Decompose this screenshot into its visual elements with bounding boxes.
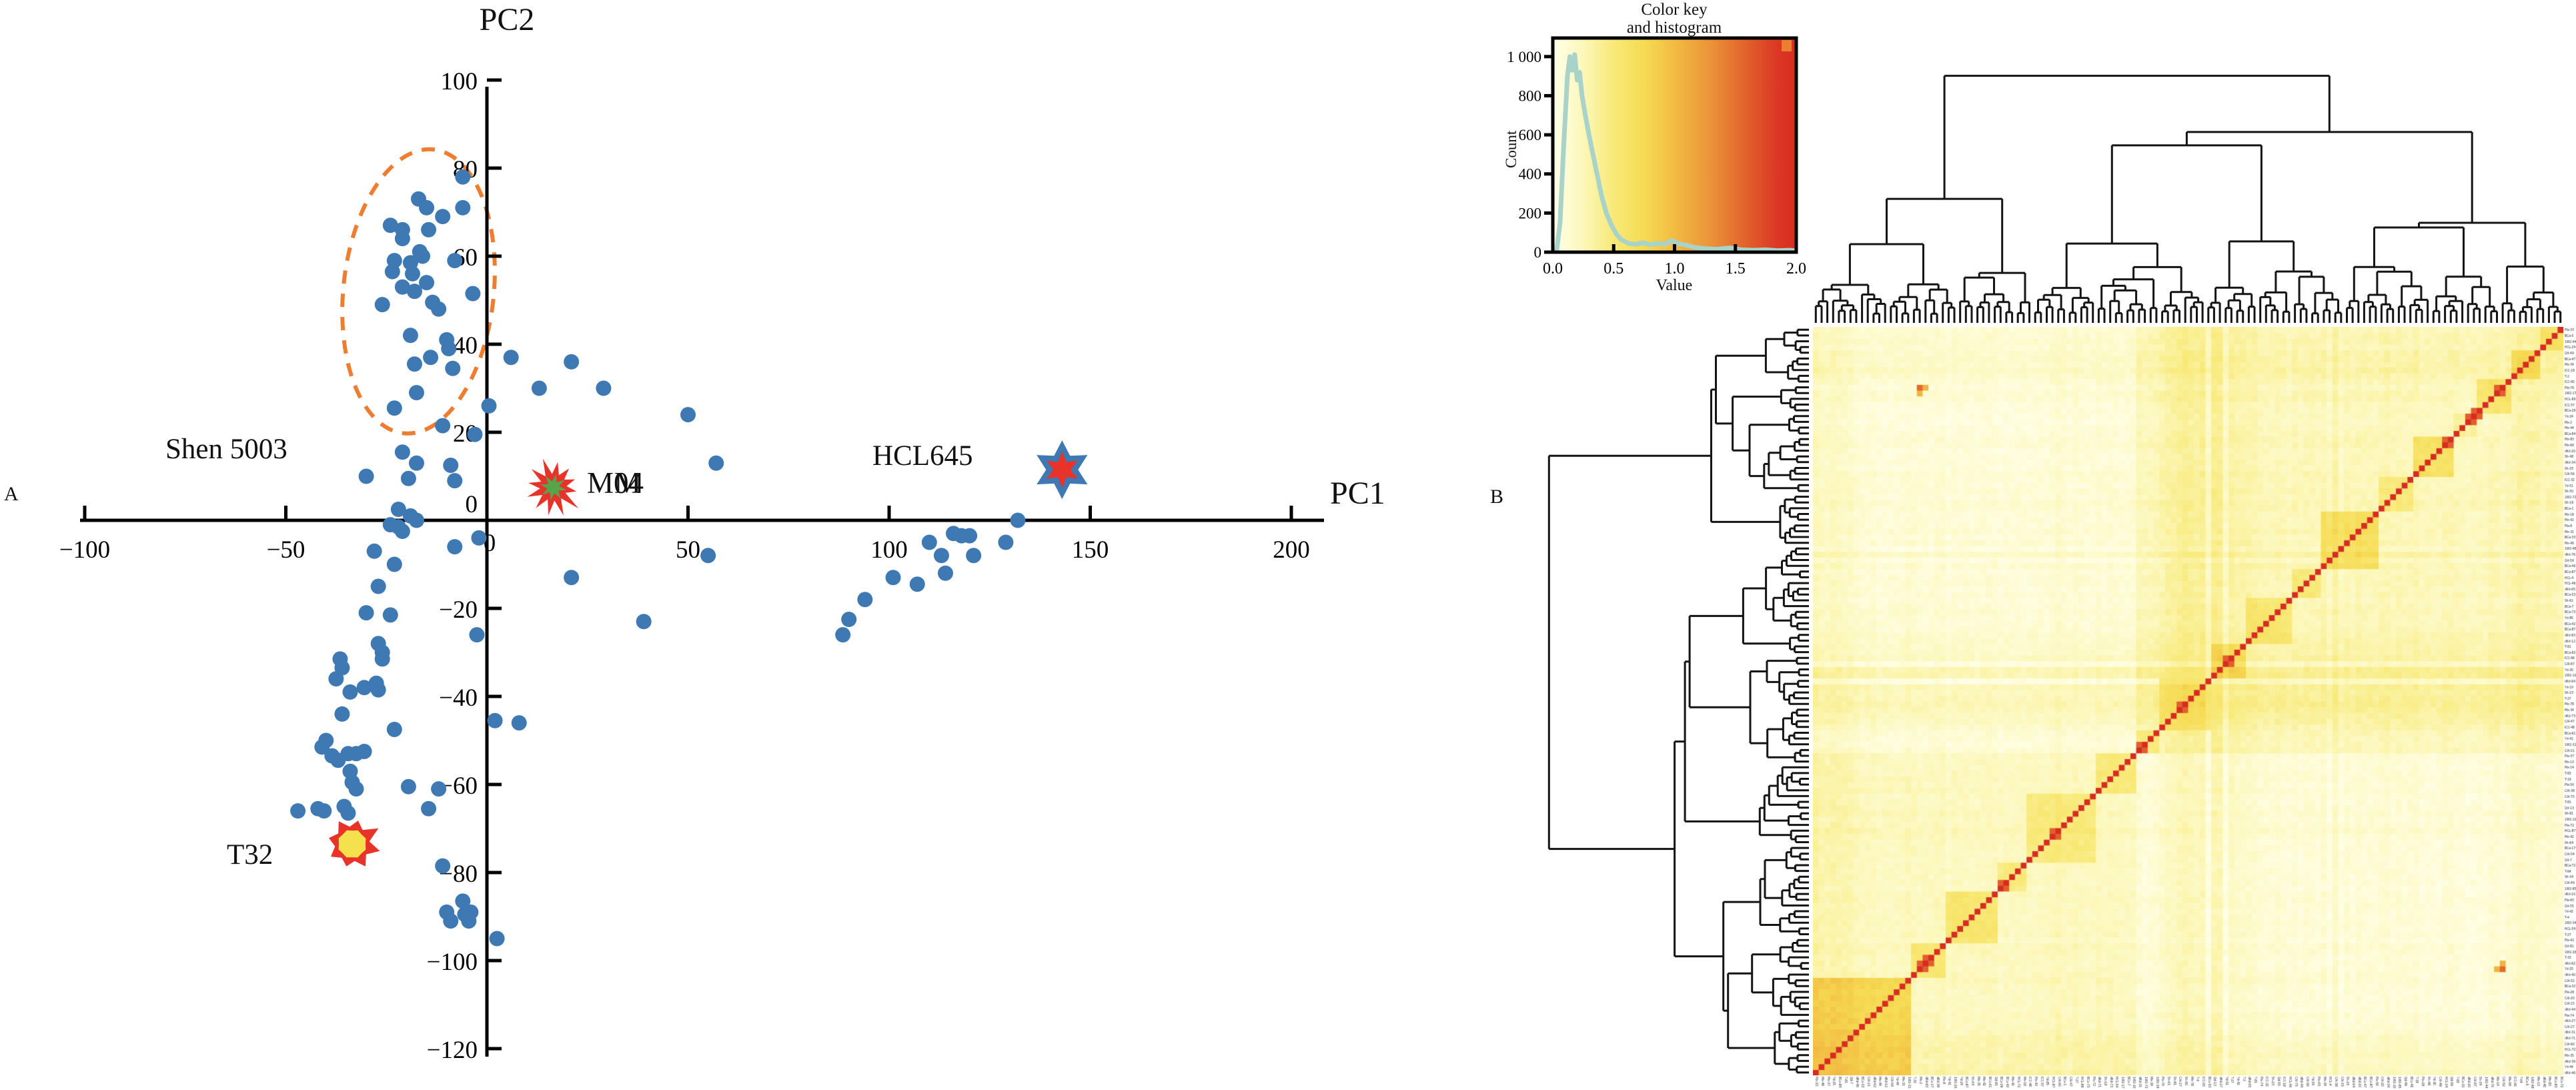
- heatmap-column-labels: [1812, 1075, 2565, 1090]
- pca-axes: −100−50050100150200100806040200−20−40−60…: [59, 68, 1324, 1064]
- svg-text:1.0: 1.0: [1665, 260, 1685, 278]
- marker-label-hcl645: HCL645: [872, 440, 973, 472]
- svg-text:100: 100: [441, 68, 478, 95]
- svg-text:0: 0: [484, 530, 496, 557]
- svg-text:−50: −50: [267, 536, 305, 564]
- left-dendrogram: [1547, 328, 1809, 1074]
- panel-b-letter: B: [1490, 486, 1504, 508]
- color-key-count-axis-title: Count: [1503, 130, 1519, 168]
- marker-label-m04: M04: [587, 466, 644, 500]
- svg-text:1 000: 1 000: [1507, 49, 1541, 65]
- pca-data-points: [290, 169, 1026, 947]
- svg-text:400: 400: [1519, 166, 1542, 183]
- top-dendrogram: [1814, 75, 2562, 323]
- color-key-histogram-curve: [1554, 52, 1797, 253]
- correlation-heatmap: [1813, 327, 2563, 1075]
- svg-text:50: 50: [676, 536, 700, 564]
- color-key-value-axis-title: Value: [1656, 277, 1693, 294]
- svg-text:0: 0: [466, 491, 478, 518]
- svg-text:600: 600: [1519, 127, 1542, 143]
- color-key-title-line1: Color key: [1641, 1, 1708, 19]
- color-key: 0 200 400 600 800 1 000 0.0 0.5 1.0 1.5 2.0: [1507, 36, 1806, 278]
- svg-text:2.0: 2.0: [1786, 260, 1806, 278]
- pca-highlight-markers: [329, 440, 1088, 867]
- pc2-axis-title: PC2: [479, 2, 535, 37]
- svg-text:−120: −120: [427, 1037, 478, 1064]
- svg-text:800: 800: [1519, 87, 1542, 104]
- svg-text:0.0: 0.0: [1543, 260, 1563, 278]
- marker-label-t32: T32: [227, 839, 273, 871]
- svg-text:1.5: 1.5: [1726, 260, 1746, 278]
- cluster-label-shen5003: Shen 5003: [165, 434, 287, 465]
- svg-text:−100: −100: [59, 536, 110, 564]
- svg-text:200: 200: [1519, 205, 1542, 221]
- marker-label-m04-ghost-overlap: M: [614, 466, 642, 500]
- heatmap-row-labels: [2564, 324, 2576, 1078]
- svg-text:−40: −40: [439, 684, 478, 712]
- svg-text:0: 0: [1534, 244, 1542, 261]
- pca-cluster-ellipse: [340, 147, 497, 436]
- svg-text:−20: −20: [439, 596, 478, 624]
- pc1-axis-title: PC1: [1330, 476, 1385, 511]
- svg-text:150: 150: [1072, 536, 1109, 564]
- svg-text:100: 100: [870, 536, 908, 564]
- color-key-title-line2: and histogram: [1626, 19, 1722, 37]
- svg-text:0.5: 0.5: [1603, 260, 1624, 278]
- panel-a-letter: A: [4, 483, 19, 505]
- svg-text:40: 40: [453, 332, 478, 360]
- svg-text:200: 200: [1273, 536, 1310, 564]
- svg-text:−100: −100: [427, 949, 478, 976]
